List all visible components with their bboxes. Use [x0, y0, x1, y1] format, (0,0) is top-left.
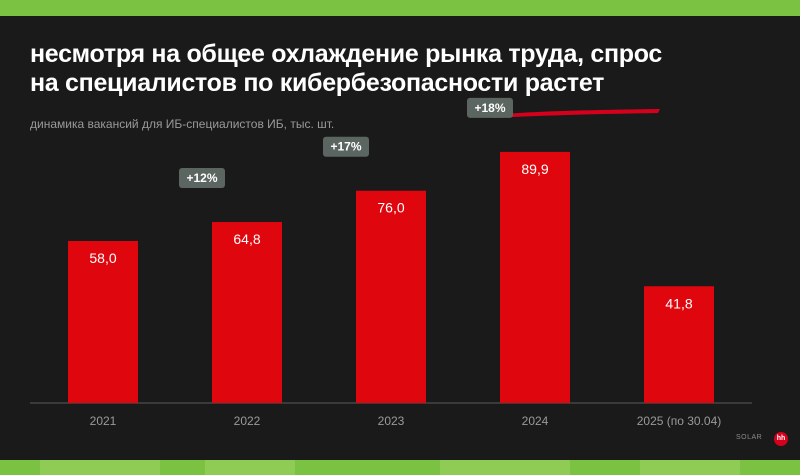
growth-badge — [179, 168, 225, 189]
hh-logo: hh — [774, 432, 788, 446]
bar-value-label: 89,9 — [521, 161, 548, 177]
x-tick-label: 2022 — [234, 414, 261, 428]
bar — [68, 241, 138, 403]
title-line-1: несмотря на общее охлаждение рынка труда… — [30, 40, 663, 68]
underline-path — [492, 109, 660, 118]
x-tick-label: 2025 (по 30.04) — [637, 414, 722, 428]
title-underline-stroke — [492, 109, 660, 118]
x-tick-label: 2023 — [378, 414, 405, 428]
top-frame — [0, 0, 800, 16]
solar-logo: SOLAR — [736, 434, 763, 441]
bar-value-label: 58,0 — [89, 250, 116, 266]
growth-badge — [467, 97, 513, 118]
growth-badge-label: +18% — [474, 101, 505, 115]
growth-badge-label: +12% — [186, 171, 217, 185]
x-tick-label: 2024 — [522, 414, 549, 428]
growth-badge-label: +17% — [330, 140, 361, 154]
bar-value-label: 41,8 — [665, 295, 692, 311]
bar — [644, 286, 714, 403]
frame-chunk — [40, 460, 160, 475]
frame-chunk — [440, 460, 570, 475]
frame-chunk — [205, 460, 295, 475]
bar — [500, 151, 570, 403]
frame-chunk — [640, 460, 740, 475]
chart-subtitle: динамика вакансий для ИБ-специалистов ИБ… — [30, 117, 335, 131]
slide-title: несмотря на общее охлаждение рынка труда… — [30, 40, 750, 98]
bar — [356, 190, 426, 403]
bar-value-label: 76,0 — [377, 200, 404, 216]
x-tick-label: 2021 — [90, 414, 117, 428]
title-line-2: на специалистов по кибербезопасности рас… — [30, 69, 605, 97]
growth-badge — [323, 136, 369, 157]
bar — [212, 222, 282, 403]
bar-value-label: 64,8 — [233, 231, 260, 247]
bottom-frame — [0, 460, 800, 475]
